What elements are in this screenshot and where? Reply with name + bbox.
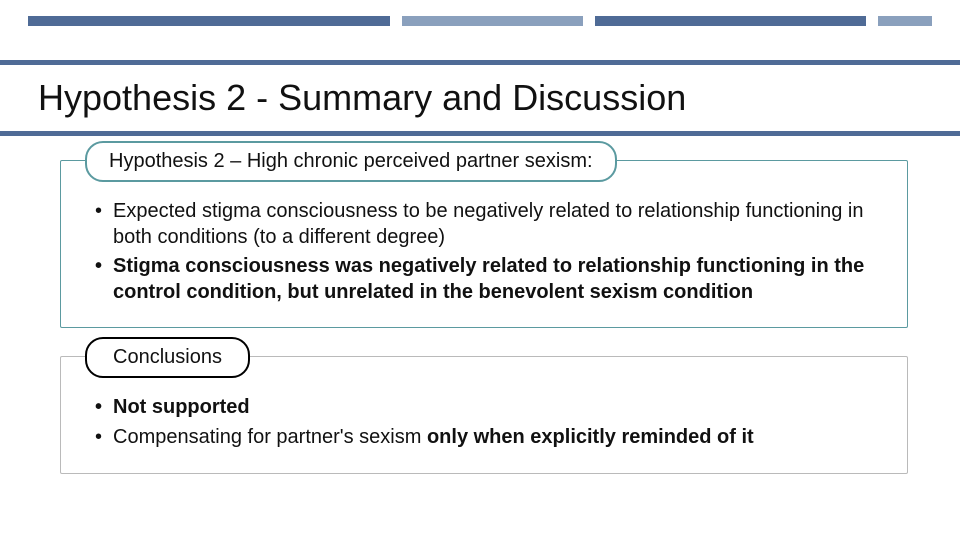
- conclusions-block: Conclusions Not supported Compensating f…: [60, 356, 908, 473]
- list-item: Not supported: [91, 395, 885, 421]
- block-header-pill: Conclusions: [85, 337, 250, 378]
- hypothesis-block: Hypothesis 2 – High chronic perceived pa…: [60, 160, 908, 328]
- top-accent-bar: [28, 16, 932, 26]
- bullet-list: Not supported Compensating for partner's…: [91, 395, 885, 450]
- text-span-bold: only when explicitly reminded of it: [427, 426, 754, 448]
- text-span: Compensating for partner's sexism: [113, 426, 427, 448]
- list-item: Compensating for partner's sexism only w…: [91, 425, 885, 451]
- accent-seg: [28, 16, 390, 26]
- page-title: Hypothesis 2 - Summary and Discussion: [38, 77, 686, 119]
- slide: Hypothesis 2 - Summary and Discussion Hy…: [0, 0, 960, 540]
- accent-seg: [878, 16, 932, 26]
- list-item: Stigma consciousness was negatively rela…: [91, 254, 885, 305]
- content-area: Hypothesis 2 – High chronic perceived pa…: [60, 160, 908, 502]
- accent-seg: [402, 16, 583, 26]
- accent-seg: [595, 16, 866, 26]
- list-item: Expected stigma consciousness to be nega…: [91, 199, 885, 250]
- title-band: Hypothesis 2 - Summary and Discussion: [0, 60, 960, 136]
- bullet-list: Expected stigma consciousness to be nega…: [91, 199, 885, 305]
- block-header-pill: Hypothesis 2 – High chronic perceived pa…: [85, 141, 617, 182]
